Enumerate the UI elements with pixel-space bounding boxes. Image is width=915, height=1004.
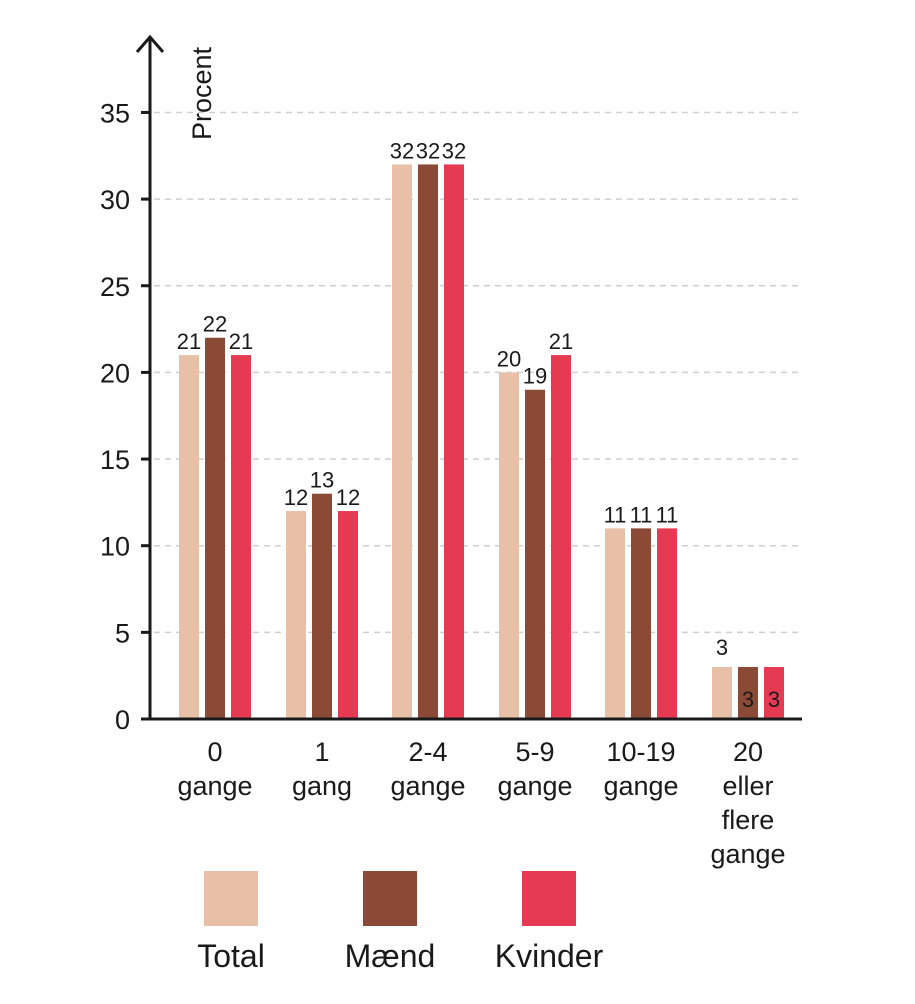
y-tick-label: 35 bbox=[100, 98, 130, 128]
bar bbox=[764, 667, 784, 719]
legend-swatch bbox=[363, 871, 417, 926]
category-label: 20 bbox=[733, 737, 763, 767]
bar-value-label: 32 bbox=[390, 138, 414, 163]
y-tick-label: 5 bbox=[115, 618, 130, 648]
bar-value-label: 12 bbox=[284, 485, 308, 510]
bar-value-label: 19 bbox=[523, 364, 547, 389]
bar-value-label: 11 bbox=[604, 502, 627, 527]
category-label: gang bbox=[292, 771, 352, 801]
bar bbox=[525, 389, 545, 719]
bar-value-label: 3 bbox=[716, 635, 728, 660]
legend-swatch bbox=[522, 871, 576, 926]
grid-layer bbox=[154, 111, 802, 634]
bar-value-label: 12 bbox=[336, 485, 360, 510]
category-label: gange bbox=[390, 771, 465, 801]
bar bbox=[444, 164, 464, 719]
y-ticks: 0 5 10 15 20 25 30 35 bbox=[100, 98, 150, 735]
bar bbox=[551, 355, 571, 719]
category-labels: 0 gange 1 gang 2-4 gange 5-9 gange 10-19 gange 20 e… bbox=[177, 737, 785, 869]
bar-value-label: 32 bbox=[442, 138, 466, 163]
bar bbox=[712, 667, 732, 719]
bar bbox=[738, 667, 758, 719]
bar bbox=[286, 511, 306, 719]
y-tick-label: 30 bbox=[100, 185, 130, 215]
bar-value-label: 13 bbox=[310, 468, 334, 493]
bar-value-label: 20 bbox=[497, 346, 521, 371]
y-axis-label: Procent bbox=[187, 46, 217, 140]
bar-value-label: 11 bbox=[656, 502, 679, 527]
axes-layer: Procent bbox=[135, 34, 802, 721]
bar bbox=[499, 372, 519, 719]
category-label: 1 bbox=[314, 737, 329, 767]
category-label: gange bbox=[603, 771, 678, 801]
category-label: 10-19 bbox=[606, 737, 675, 767]
bar bbox=[338, 511, 358, 719]
bar-value-label: 3 bbox=[768, 687, 780, 712]
legend: Total Mænd Kvinder bbox=[197, 871, 604, 974]
category-label: 5-9 bbox=[515, 737, 554, 767]
y-axis-arrowhead bbox=[135, 34, 165, 53]
bar bbox=[392, 164, 412, 719]
bar-value-label: 32 bbox=[416, 138, 440, 163]
legend-label: Mænd bbox=[345, 938, 436, 974]
y-tick-label: 10 bbox=[100, 532, 130, 562]
category-label: gange bbox=[177, 771, 252, 801]
bar-value-label: 3 bbox=[742, 687, 754, 712]
y-tick-label: 25 bbox=[100, 272, 130, 302]
legend-label: Kvinder bbox=[495, 938, 604, 974]
bar bbox=[312, 493, 332, 719]
category-label: gange bbox=[710, 839, 785, 869]
legend-swatch bbox=[204, 871, 258, 926]
bar bbox=[657, 528, 677, 719]
bar bbox=[179, 355, 199, 719]
category-label: eller bbox=[722, 771, 773, 801]
bar bbox=[418, 164, 438, 719]
bar-value-label: 21 bbox=[229, 329, 253, 354]
y-tick-label: 0 bbox=[115, 705, 130, 735]
bar bbox=[205, 337, 225, 719]
category-label: gange bbox=[497, 771, 572, 801]
y-tick-label: 15 bbox=[100, 445, 130, 475]
bar bbox=[631, 528, 651, 719]
category-label: 2-4 bbox=[408, 737, 447, 767]
bar bbox=[231, 355, 251, 719]
bar-value-label: 21 bbox=[177, 329, 201, 354]
bar-value-label: 11 bbox=[630, 502, 653, 527]
legend-label: Total bbox=[197, 938, 265, 974]
y-tick-label: 20 bbox=[100, 358, 130, 388]
bar bbox=[605, 528, 625, 719]
bar-value-label: 22 bbox=[203, 312, 227, 337]
bars-layer bbox=[179, 164, 784, 719]
bar-value-label: 21 bbox=[549, 329, 573, 354]
category-label: 0 bbox=[207, 737, 222, 767]
category-label: flere bbox=[722, 805, 775, 835]
